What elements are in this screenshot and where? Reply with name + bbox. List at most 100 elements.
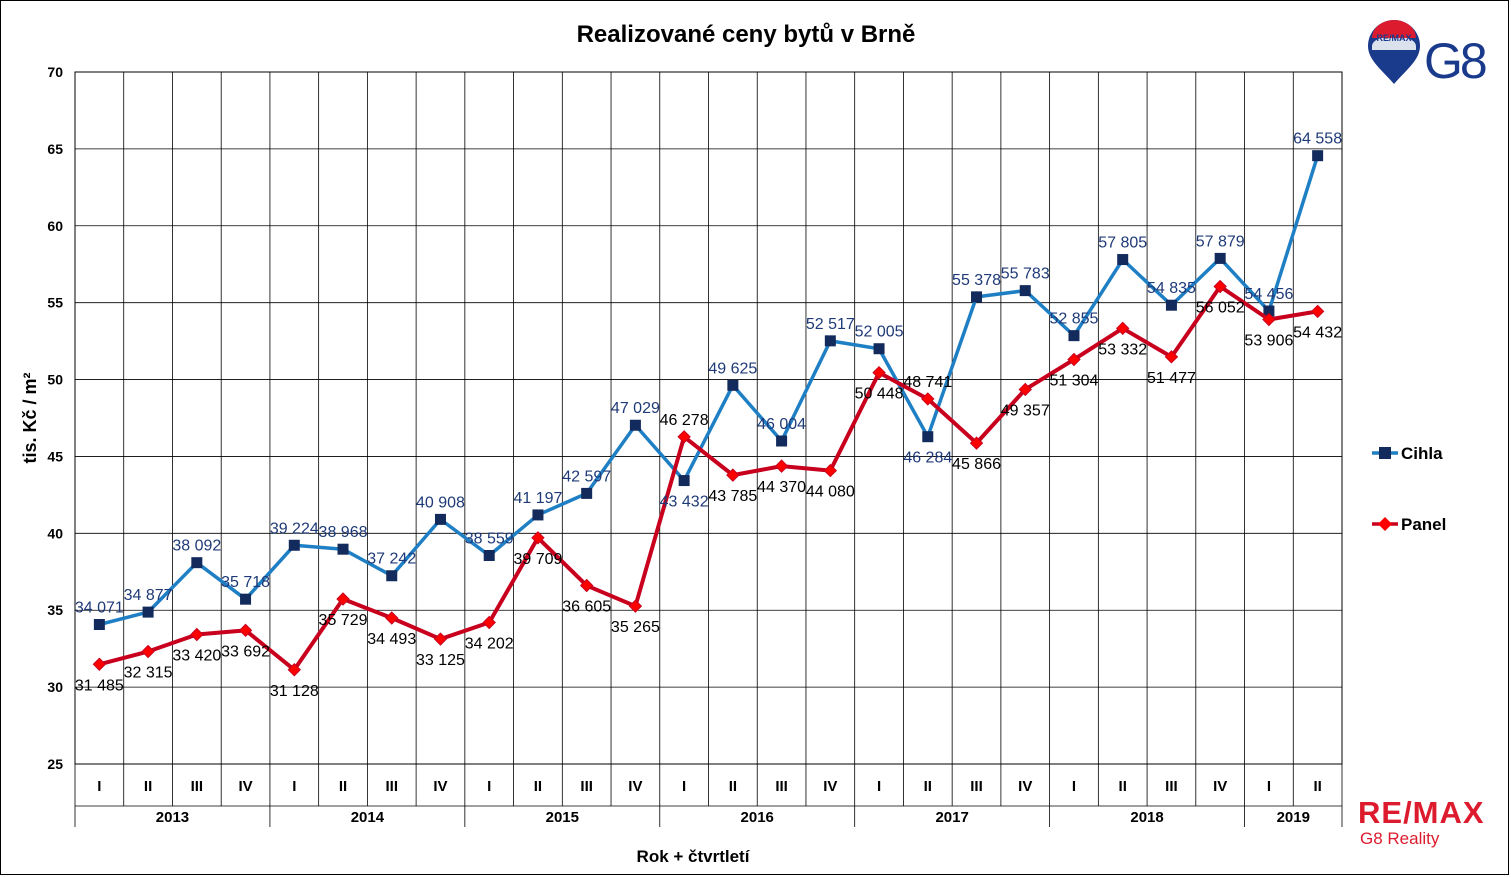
y-tick-label: 30 — [47, 679, 63, 695]
panel-point — [1213, 279, 1227, 294]
panel-data-label: 48 741 — [903, 374, 952, 391]
cihla-point — [1117, 254, 1129, 266]
y-tick-label: 50 — [47, 372, 63, 388]
cihla-data-label: 52 855 — [1050, 311, 1099, 328]
x-tick-label: I — [292, 778, 296, 795]
x-tick-label: IV — [1018, 778, 1032, 795]
cihla-point — [776, 435, 788, 447]
cihla-legend-marker — [1379, 447, 1391, 459]
panel-point — [774, 459, 789, 473]
panel-data-label: 31 128 — [270, 683, 319, 700]
year-label: 2014 — [351, 809, 385, 826]
panel-data-label: 45 866 — [952, 456, 1001, 473]
panel-data-label: 35 729 — [319, 612, 368, 629]
panel-point — [823, 463, 838, 478]
panel-legend-marker — [1378, 517, 1392, 531]
cihla-point — [288, 539, 300, 551]
x-tick-label: IV — [1213, 778, 1227, 795]
cihla-point — [191, 557, 203, 569]
x-tick-label: IV — [628, 778, 642, 795]
cihla-series-line — [98, 155, 1320, 627]
chart-title: Realizované ceny bytů v Brně — [577, 21, 916, 48]
x-tick-label: II — [1119, 778, 1127, 795]
cihla-data-label: 34 071 — [75, 600, 124, 617]
panel-series-line — [98, 284, 1318, 672]
x-tick-label: III — [385, 778, 398, 795]
cihla-point — [1165, 299, 1177, 311]
panel-data-label: 35 265 — [611, 619, 660, 636]
panel-data-label: 44 370 — [757, 479, 806, 496]
x-tick-label: IV — [823, 778, 837, 795]
cihla-point — [240, 593, 252, 605]
cihla-point — [434, 513, 446, 525]
x-tick-label: I — [1072, 778, 1076, 795]
remax-g8-logo: RE/MAX G8 — [1362, 16, 1498, 89]
year-label: 2013 — [156, 809, 189, 826]
x-axis-label: Rok + čtvrtletí — [637, 847, 751, 866]
cihla-point — [1312, 150, 1324, 162]
cihla-data-label: 38 559 — [465, 530, 514, 547]
panel-point — [190, 627, 204, 642]
cihla-data-label: 34 877 — [124, 587, 173, 604]
cihla-point — [93, 619, 105, 631]
x-tick-label: II — [1313, 778, 1321, 795]
cihla-data-label: 35 718 — [221, 574, 270, 591]
panel-data-label: 34 493 — [367, 631, 416, 648]
panel-data-label: 50 448 — [855, 386, 904, 403]
cihla-data-label: 49 625 — [708, 360, 757, 377]
panel-data-label: 36 605 — [562, 599, 611, 616]
y-tick-label: 70 — [47, 64, 63, 80]
panel-point — [287, 663, 301, 677]
cihla-point — [386, 570, 398, 582]
x-tick-label: II — [534, 778, 542, 795]
cihla-data-label: 47 029 — [611, 400, 660, 417]
panel-point — [385, 611, 399, 625]
panel-point — [872, 365, 886, 380]
x-tick-label: IV — [433, 778, 447, 795]
cihla-data-label: 39 224 — [270, 520, 319, 537]
panel-data-label: 53 906 — [1244, 332, 1293, 349]
panel-point — [921, 392, 935, 406]
cihla-data-label: 40 908 — [416, 494, 465, 511]
panel-point — [1067, 352, 1081, 367]
cihla-data-label: 38 092 — [172, 538, 221, 555]
panel-data-label: 44 080 — [806, 484, 855, 501]
panel-point — [238, 623, 253, 638]
year-label: 2018 — [1130, 809, 1163, 826]
y-tick-label: 25 — [47, 756, 63, 772]
panel-data-label: 51 477 — [1147, 370, 1196, 387]
x-tick-label: I — [97, 778, 101, 795]
panel-point — [433, 632, 448, 646]
panel-data-label: 49 357 — [1001, 402, 1050, 419]
panel-data-label: 43 785 — [708, 488, 757, 505]
panel-point — [141, 644, 155, 659]
y-tick-label: 45 — [47, 448, 63, 464]
cihla-legend-label: Cihla — [1401, 444, 1443, 463]
cihla-point — [629, 419, 641, 431]
panel-point — [579, 578, 594, 593]
x-tick-label: III — [1165, 778, 1178, 795]
cihla-data-label: 52 517 — [806, 316, 855, 333]
panel-point — [1164, 350, 1179, 364]
x-tick-label: I — [487, 778, 491, 795]
year-label: 2016 — [741, 809, 774, 826]
panel-data-label: 54 432 — [1293, 324, 1342, 341]
x-tick-label: III — [580, 778, 593, 795]
panel-point — [628, 599, 643, 613]
year-label: 2017 — [935, 809, 968, 826]
x-tick-label: III — [775, 778, 788, 795]
cihla-data-label: 37 242 — [367, 551, 416, 568]
cihla-point — [873, 343, 885, 355]
cihla-data-label: 54 835 — [1147, 280, 1196, 297]
year-label: 2015 — [546, 809, 579, 826]
panel-point — [482, 615, 496, 630]
cihla-data-label: 38 968 — [319, 524, 368, 541]
cihla-data-label: 64 558 — [1293, 131, 1342, 148]
panel-data-label: 51 304 — [1050, 373, 1099, 390]
cihla-point — [581, 487, 593, 499]
cihla-point — [824, 335, 836, 347]
logo-remax-text: RE/MAX — [1358, 795, 1485, 830]
logo-g8-reality-text: G8 Reality — [1360, 829, 1440, 848]
y-tick-label: 40 — [47, 525, 63, 541]
